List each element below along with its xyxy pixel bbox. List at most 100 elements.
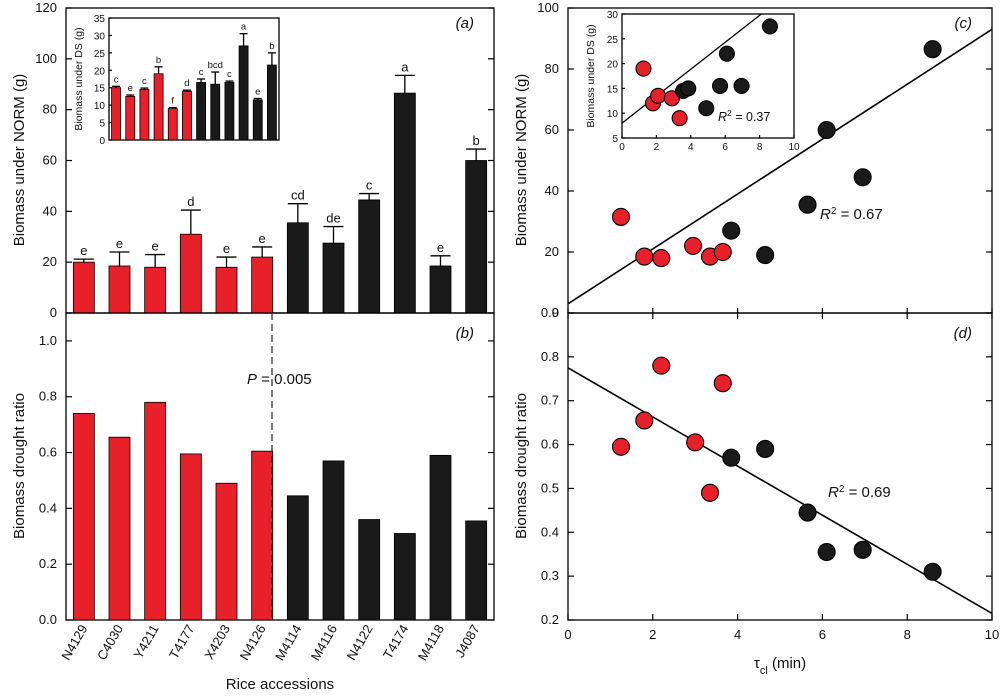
panel-d-label: (d) — [954, 325, 972, 342]
panel-d-ytick-label: 0.4 — [541, 524, 559, 539]
panel-d-point — [713, 374, 732, 393]
panel-d-xtick-label: 0 — [564, 627, 571, 642]
panel-a-inset-bar — [224, 82, 235, 141]
panel-c-ytick-label: 20 — [545, 244, 559, 259]
panel-a-inset-bar — [125, 96, 136, 141]
panel-c-ytick-label: 80 — [545, 61, 559, 76]
panel-b-bar — [72, 413, 95, 621]
panel-c-inset-xtick-label: 10 — [788, 142, 800, 153]
panel-a-inset-significance-letter: bcd — [208, 60, 223, 71]
panel-d-xlabel: τcl (min) — [754, 655, 806, 677]
panel-c-inset-point — [761, 18, 778, 35]
panel-a-inset-ytick-label: 30 — [94, 31, 106, 42]
panel-d-xtick-label: 4 — [734, 627, 741, 642]
panel-d-ytick-label: 0.9 — [541, 305, 559, 320]
panel-d-ytick-label: 0.6 — [541, 437, 559, 452]
panel-c-inset-ytick-label: 5 — [612, 134, 618, 145]
panel-a-inset-ytick-label: 5 — [99, 119, 105, 130]
panel-c-label: (c) — [955, 15, 973, 32]
panel-b-bar — [251, 450, 274, 621]
panel-a-bar — [215, 266, 238, 314]
panel-d-r2: R2 = 0.69 — [828, 484, 891, 502]
panel-c-inset-r2: R2 = 0.37 — [718, 108, 770, 124]
panel-d-point — [611, 437, 631, 456]
accession-label: T4174 — [380, 622, 411, 661]
panel-b-bar — [144, 401, 167, 621]
panel-d-ytick-label: 0.3 — [541, 568, 559, 583]
panel-c-inset-ytick-label: 15 — [607, 84, 619, 95]
panel-a-inset-significance-letter: c — [114, 74, 119, 85]
panel-a-inset-bar — [139, 89, 150, 141]
panel-b-bar — [322, 460, 345, 621]
panel-c-point — [798, 195, 817, 214]
panel-a-inset-ytick-label: 25 — [94, 49, 106, 60]
panel-c-inset-point — [671, 110, 688, 127]
panel-a-bar — [179, 233, 202, 314]
panel-a-bar — [72, 261, 95, 314]
panel-a-inset-bar — [153, 73, 164, 141]
panel-a-bar — [251, 256, 274, 314]
panel-d-point — [798, 503, 817, 522]
panel-a-significance-letter: d — [187, 194, 194, 209]
panel-a-bar — [286, 222, 309, 314]
panel-a-inset-significance-letter: b — [269, 41, 274, 52]
panel-c-point — [684, 236, 703, 255]
panel-d-regression-line — [567, 367, 993, 615]
panel-a-bar — [465, 160, 488, 314]
panel-c-regression-line — [567, 28, 993, 305]
panel-a-inset-ytick-label: 35 — [94, 14, 106, 25]
panel-b-bar — [465, 520, 488, 621]
panel-a-label: (a) — [456, 15, 474, 32]
panel-c-r2: R2 = 0.67 — [820, 206, 883, 224]
panel-c-inset-xtick-label: 2 — [654, 142, 660, 153]
panel-c-ytick-label: 40 — [545, 183, 559, 198]
panel-a-ytick-label: 20 — [43, 254, 57, 269]
panel-a-bar — [358, 199, 381, 314]
panel-c-point — [756, 246, 775, 265]
panel-a-bar — [322, 242, 345, 314]
panel-b-frame — [65, 312, 495, 621]
panel-c-ylabel: Biomass under NORM (g) — [513, 74, 530, 247]
panel-a-inset-significance-letter: e — [128, 83, 133, 94]
panel-c-inset: 5 10 15 20 25 30 0 2 4 6 8 10 R2 = 0.37 Biomass und… — [585, 10, 800, 153]
panel-c-inset-xtick-label: 8 — [757, 142, 763, 153]
panel-b-xlabel: Rice accessions — [226, 676, 334, 693]
panel-a-inset-significance-letter: d — [184, 78, 189, 89]
panel-c-point — [853, 168, 872, 187]
panel-c-inset-point — [698, 100, 715, 117]
panel-b-ytick-label: 0.6 — [39, 445, 57, 460]
panel-a-ytick-label: 0 — [50, 305, 57, 320]
p-value-annotation: P = 0.005 — [247, 371, 312, 388]
panel-c-inset-point — [718, 45, 735, 62]
panel-b-bar — [179, 453, 202, 621]
panel-d-point — [700, 483, 720, 502]
panel-a-inset-bar — [267, 64, 277, 141]
panel-a-inset-bar — [111, 87, 121, 141]
panel-c-point — [713, 242, 732, 262]
panel-a-inset-ytick-label: 0 — [99, 136, 105, 147]
panel-a-inset-bar — [196, 82, 206, 141]
panel-a-significance-letter: b — [473, 133, 480, 148]
panel-c-point — [635, 247, 654, 266]
panel-b-ytick-label: 0.8 — [39, 389, 57, 404]
panel-c-inset-ytick-label: 25 — [607, 35, 619, 46]
panel-c-inset-ylabel: Biomass under DS (g) — [585, 24, 597, 127]
panel-a-ytick-label: 60 — [43, 153, 57, 168]
panel-a-inset-bar — [182, 90, 192, 141]
panel-d-point — [923, 562, 942, 581]
panel-a-significance-letter: e — [152, 239, 159, 254]
panel-c-ytick-label: 0 — [552, 305, 559, 320]
panel-a-ytick-label: 40 — [43, 203, 57, 218]
panel-c-inset-point — [711, 77, 729, 94]
panel-a-inset-frame — [108, 17, 280, 141]
panel-d-point — [686, 433, 705, 452]
accession-label: N4122 — [344, 622, 376, 663]
panel-c-point — [611, 207, 631, 226]
accession-label: Y4211 — [130, 622, 161, 661]
panel-c-inset-frame — [621, 13, 795, 139]
panel-b-bar — [358, 519, 381, 621]
panel-c-point — [652, 249, 671, 268]
panel-a-ytick-label: 100 — [35, 51, 57, 66]
accession-label: M4116 — [308, 622, 340, 663]
panel-d-point — [635, 411, 654, 430]
